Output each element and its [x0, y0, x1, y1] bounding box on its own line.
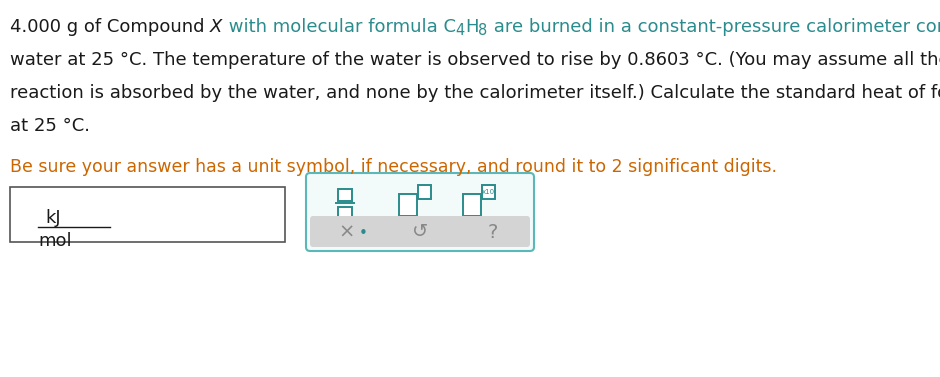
- Text: reaction is absorbed by the water, and none by the calorimeter itself.) Calculat: reaction is absorbed by the water, and n…: [10, 84, 940, 102]
- FancyBboxPatch shape: [306, 173, 534, 251]
- Bar: [463, 194, 481, 216]
- Text: x10: x10: [481, 189, 494, 195]
- FancyBboxPatch shape: [310, 216, 530, 247]
- Text: at 25 °C.: at 25 °C.: [10, 117, 90, 135]
- Text: H: H: [465, 18, 478, 36]
- Text: ↺: ↺: [412, 222, 429, 242]
- Text: mol: mol: [38, 232, 71, 250]
- Text: ×: ×: [338, 222, 355, 242]
- Text: X: X: [211, 18, 223, 36]
- Bar: [338, 207, 352, 219]
- Bar: [338, 226, 352, 242]
- Text: Be sure your answer has a unit symbol, if necessary, and round it to 2 significa: Be sure your answer has a unit symbol, i…: [10, 158, 777, 176]
- Text: 4.000 g of Compound: 4.000 g of Compound: [10, 18, 211, 36]
- Text: •: •: [358, 225, 368, 241]
- Bar: [399, 194, 417, 216]
- Text: are burned in a constant-pressure calorimeter containing 50.00 kg of: are burned in a constant-pressure calori…: [488, 18, 940, 36]
- Text: kJ: kJ: [45, 209, 60, 227]
- Text: 8: 8: [478, 23, 488, 38]
- Bar: [481, 185, 494, 199]
- Text: ?: ?: [488, 222, 498, 242]
- Bar: [374, 226, 388, 242]
- Bar: [338, 189, 352, 201]
- Text: with molecular formula C: with molecular formula C: [223, 18, 456, 36]
- Text: 4: 4: [456, 23, 465, 38]
- Bar: [10, 187, 285, 242]
- Bar: [417, 185, 431, 199]
- Text: water at 25 °C. The temperature of the water is observed to rise by 0.8603 °C. (: water at 25 °C. The temperature of the w…: [10, 51, 940, 69]
